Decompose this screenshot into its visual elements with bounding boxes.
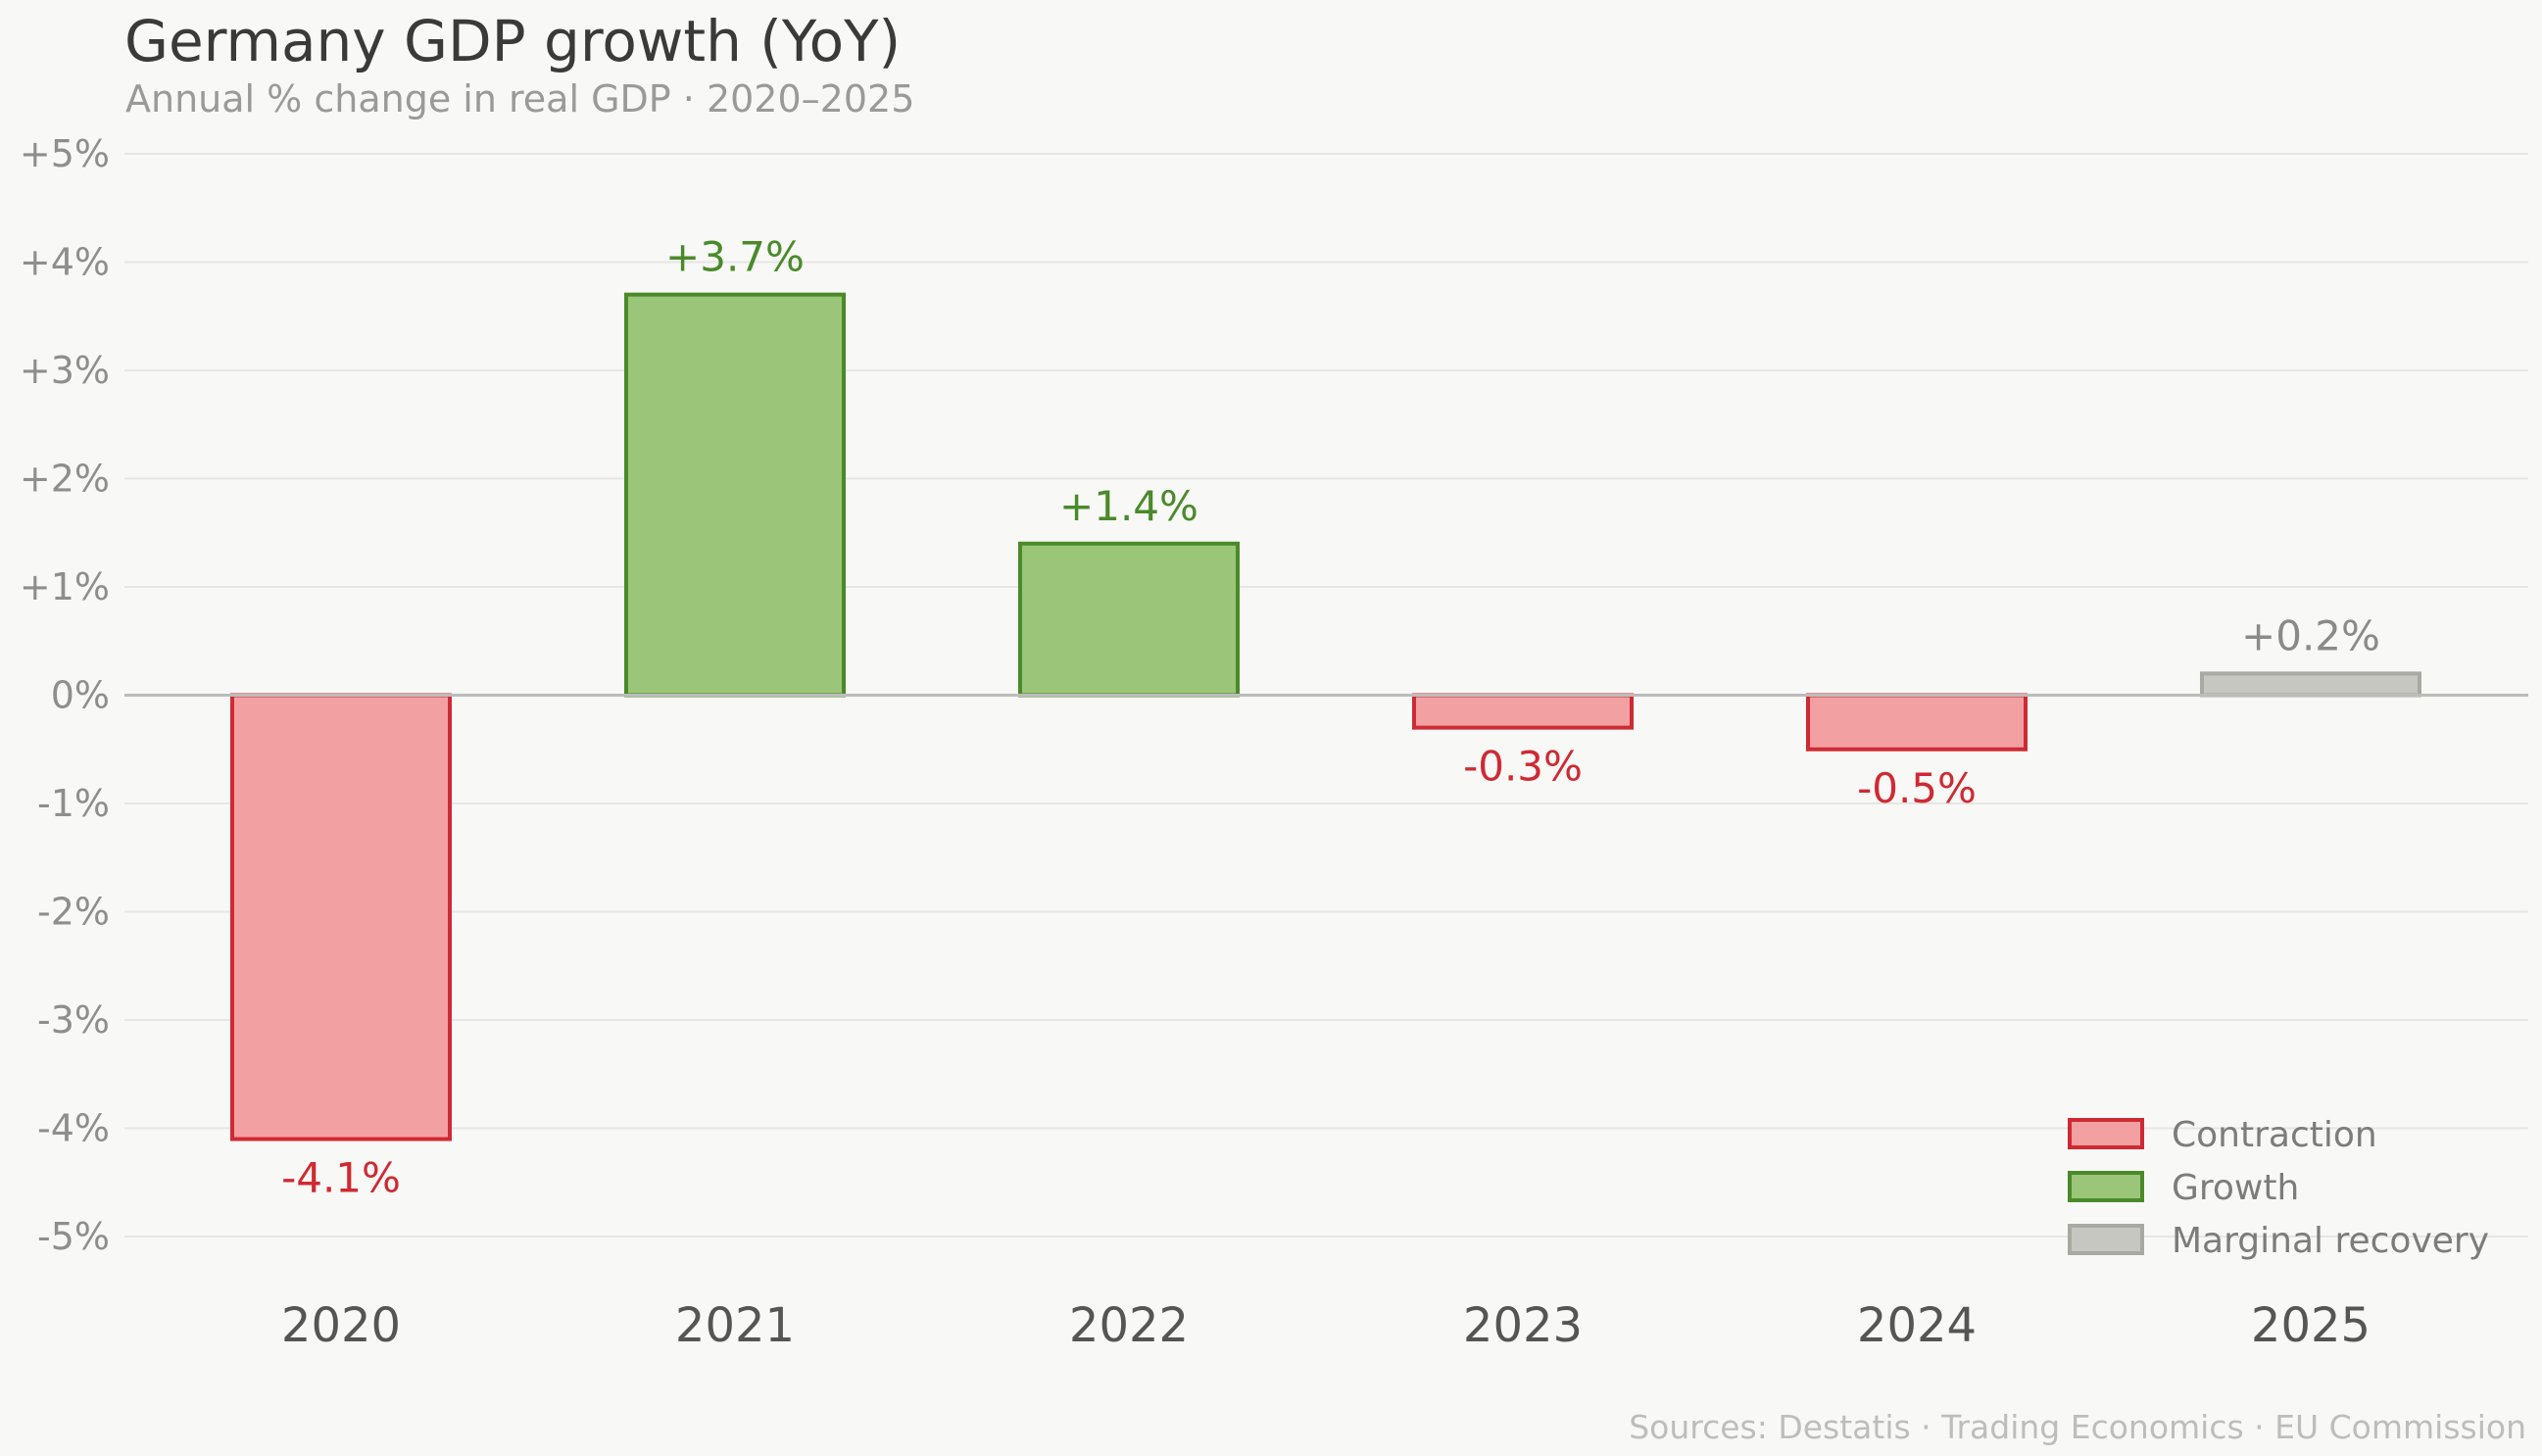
legend-label-marginal: Marginal recovery [2172, 1221, 2489, 1261]
x-tick-label-2021: 2021 [675, 1298, 795, 1353]
x-tick-label-2025: 2025 [2251, 1298, 2371, 1353]
legend-label-growth: Growth [2172, 1168, 2299, 1208]
y-tick-label: 0% [51, 674, 110, 717]
bar-2021 [624, 292, 846, 698]
bar-2020 [230, 693, 452, 1141]
y-tick-label: +4% [20, 241, 110, 284]
chart-title: Germany GDP growth (YoY) [124, 8, 901, 74]
y-tick-label: +5% [20, 132, 110, 175]
y-tick-label: +2% [20, 458, 110, 501]
bar-2023 [1412, 693, 1634, 730]
data-label-2022: +1.4% [1059, 482, 1198, 530]
y-tick-label: -4% [37, 1107, 110, 1150]
bar-2024 [1806, 693, 2028, 752]
y-tick-label: +3% [20, 349, 110, 392]
legend-entry-growth: Growth [2068, 1168, 2299, 1208]
legend-entry-contraction: Contraction [2068, 1115, 2377, 1155]
data-label-2025: +0.2% [2241, 611, 2380, 659]
bar-2025 [2200, 671, 2421, 698]
bars [230, 292, 2421, 1141]
y-tick-label: -1% [37, 782, 110, 825]
data-label-2021: +3.7% [665, 233, 805, 281]
x-tick-label-2024: 2024 [1857, 1298, 1977, 1353]
legend-entry-marginal: Marginal recovery [2068, 1221, 2489, 1261]
y-tick-label: -5% [37, 1215, 110, 1258]
data-labels: -4.1% +3.7% +1.4% -0.3% -0.5% +0.2% [281, 233, 2380, 1202]
bar-2022 [1018, 541, 1240, 698]
y-axis-ticks: +5% +4% +3% +2% +1% 0% -1% -2% -3% -4% -5% [20, 132, 110, 1258]
source-note: Sources: Destatis · Trading Economics · … [1629, 1408, 2526, 1446]
data-label-2024: -0.5% [1857, 764, 1977, 812]
y-tick-label: +1% [20, 565, 110, 608]
chart-subtitle: Annual % change in real GDP · 2020–2025 [125, 77, 914, 121]
legend-swatch-marginal [2068, 1224, 2144, 1255]
x-tick-label-2022: 2022 [1069, 1298, 1189, 1353]
x-tick-label-2020: 2020 [281, 1298, 401, 1353]
y-tick-label: -3% [37, 998, 110, 1042]
legend: Contraction Growth Marginal recovery [2068, 1115, 2489, 1261]
x-tick-label-2023: 2023 [1463, 1298, 1583, 1353]
legend-swatch-contraction [2068, 1118, 2144, 1149]
x-axis-ticks: 2020 2021 2022 2023 2024 2025 [281, 1298, 2371, 1353]
y-tick-label: -2% [37, 891, 110, 934]
data-label-2023: -0.3% [1463, 743, 1583, 791]
legend-swatch-growth [2068, 1171, 2144, 1202]
legend-label-contraction: Contraction [2172, 1115, 2377, 1155]
data-label-2020: -4.1% [281, 1154, 401, 1202]
